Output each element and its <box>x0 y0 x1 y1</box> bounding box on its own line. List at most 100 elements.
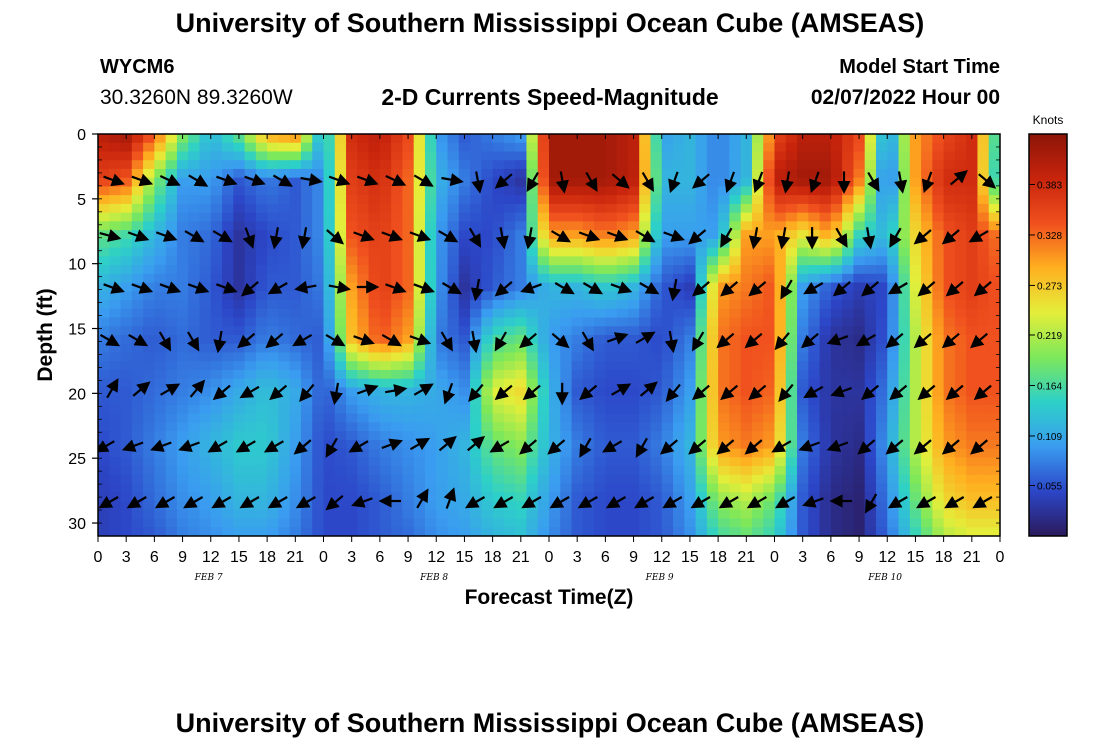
heatmap-cell <box>109 247 122 257</box>
heatmap-cell <box>639 168 652 179</box>
heatmap-cell <box>684 439 697 450</box>
heatmap-cell <box>210 195 223 205</box>
heatmap-cell <box>334 361 347 371</box>
heatmap-cell <box>718 448 731 458</box>
heatmap-cell <box>357 474 370 485</box>
heatmap-cell <box>932 387 945 397</box>
heatmap-cell <box>864 466 877 476</box>
heatmap-cell <box>875 501 888 511</box>
heatmap-cell <box>470 308 482 319</box>
heatmap-cell <box>233 265 246 275</box>
heatmap-cell <box>740 404 753 415</box>
heatmap-cell <box>109 300 122 310</box>
heatmap-cell <box>864 457 877 467</box>
heatmap-cell <box>616 326 629 336</box>
heatmap-cell <box>379 466 392 476</box>
heatmap-cell <box>413 134 426 144</box>
heatmap-cell <box>300 221 313 231</box>
heatmap-cell <box>492 352 505 362</box>
heatmap-cell <box>695 343 708 354</box>
heatmap-cell <box>875 457 888 467</box>
heatmap-cell <box>571 151 584 161</box>
heatmap-cell <box>176 457 189 467</box>
heatmap-cell <box>650 203 663 214</box>
heatmap-cell <box>921 142 933 153</box>
heatmap-cell <box>808 361 821 371</box>
heatmap-cell <box>244 247 257 257</box>
heatmap-cell <box>751 317 764 327</box>
heatmap-cell <box>954 527 967 536</box>
heatmap-cell <box>830 404 843 415</box>
heatmap-cell <box>346 273 358 284</box>
heatmap-cell <box>210 134 223 144</box>
heatmap-cell <box>165 369 178 380</box>
heatmap-cell <box>278 317 291 327</box>
heatmap-cell <box>312 317 325 327</box>
heatmap-cell <box>887 212 900 222</box>
heatmap-cell <box>887 160 900 170</box>
heatmap-cell <box>932 396 945 406</box>
heatmap-cell <box>740 387 753 397</box>
heatmap-cell <box>131 326 144 336</box>
heatmap-cell <box>853 142 866 153</box>
heatmap-cell <box>222 387 234 397</box>
heatmap-cell <box>357 291 370 301</box>
heatmap-cell <box>515 404 528 415</box>
current-vector <box>239 495 260 509</box>
heatmap-cell <box>594 134 606 144</box>
heatmap-cell <box>560 300 573 310</box>
heatmap-cell <box>988 439 1000 450</box>
heatmap-cell <box>751 474 764 485</box>
heatmap-cell <box>729 317 742 327</box>
heatmap-cell <box>740 361 753 371</box>
heatmap-cell <box>571 273 584 284</box>
heatmap-cell <box>210 474 223 485</box>
heatmap-cell <box>222 291 234 301</box>
heatmap-cell <box>650 212 663 222</box>
heatmap-cell <box>887 186 900 196</box>
heatmap-cell <box>346 492 358 502</box>
heatmap-cell <box>447 527 460 536</box>
heatmap-cell <box>706 308 719 319</box>
heatmap-cell <box>210 256 223 266</box>
heatmap-cell <box>842 492 855 502</box>
heatmap-cell <box>842 265 855 275</box>
heatmap-cell <box>932 168 945 179</box>
current-vector <box>665 383 681 402</box>
heatmap-cell <box>436 186 449 196</box>
heatmap-cell <box>943 343 956 354</box>
heatmap-cell <box>977 308 990 319</box>
heatmap-cell <box>447 501 460 511</box>
heatmap-cell <box>267 168 279 179</box>
heatmap-cell <box>661 256 674 266</box>
heatmap-cell <box>515 509 528 520</box>
heatmap-cell <box>627 221 640 231</box>
heatmap-cell <box>233 343 246 354</box>
heatmap-cell <box>470 186 482 196</box>
heatmap-cell <box>278 142 291 153</box>
heatmap-cell <box>549 404 561 415</box>
heatmap-cell <box>560 422 573 432</box>
heatmap-cell <box>199 404 212 415</box>
x-tick-label: 9 <box>629 549 638 566</box>
heatmap-cell <box>289 265 302 275</box>
heatmap-cell <box>582 457 595 467</box>
heatmap-cell <box>842 256 855 266</box>
heatmap-cell <box>154 387 167 397</box>
heatmap-cell <box>368 151 381 161</box>
heatmap-cell <box>661 431 674 441</box>
current-vector <box>970 439 989 455</box>
heatmap-cell <box>560 326 573 336</box>
heatmap-cell <box>695 474 708 485</box>
heatmap-cell <box>605 404 618 415</box>
heatmap-cell <box>165 134 178 144</box>
heatmap-cell <box>706 413 719 423</box>
heatmap-cell <box>120 474 133 485</box>
heatmap-cell <box>875 422 888 432</box>
heatmap-cell <box>492 378 505 389</box>
heatmap-cell <box>864 483 877 493</box>
heatmap-cell <box>481 396 494 406</box>
heatmap-cell <box>819 282 832 292</box>
heatmap-cell <box>673 457 685 467</box>
heatmap-cell <box>154 177 167 188</box>
